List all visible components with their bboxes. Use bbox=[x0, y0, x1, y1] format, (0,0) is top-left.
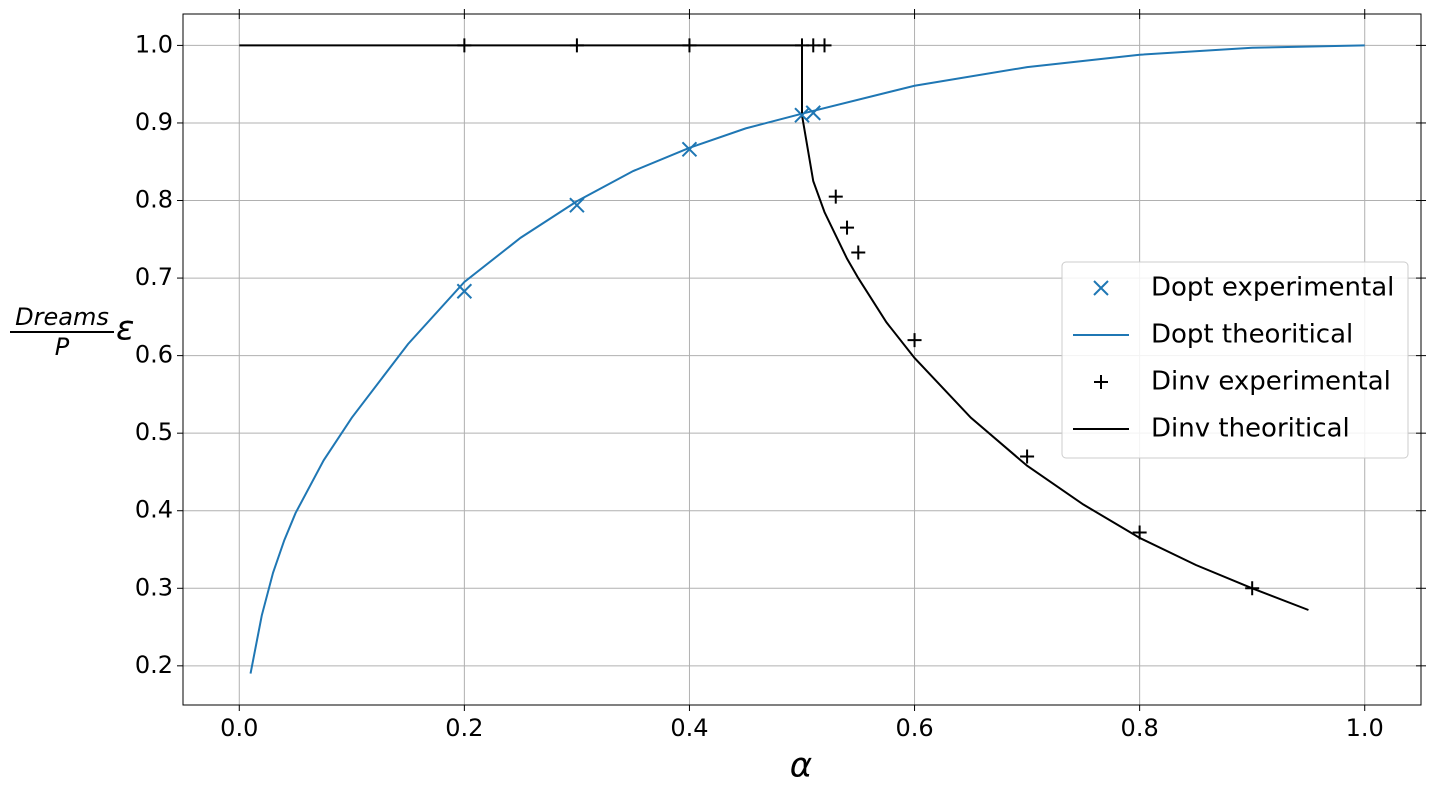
series-line bbox=[239, 44, 1309, 611]
y-tick-label: 0.2 bbox=[135, 651, 173, 679]
y-tick-label: 0.8 bbox=[135, 186, 173, 214]
x-tick-label: 0.6 bbox=[895, 714, 933, 742]
y-label-denominator: P bbox=[55, 333, 70, 361]
legend-label: Dopt experimental bbox=[1151, 273, 1394, 303]
legend-label: Dinv theoritical bbox=[1151, 414, 1350, 444]
x-tick-label: 0.4 bbox=[670, 714, 708, 742]
marker bbox=[682, 38, 697, 53]
marker bbox=[569, 197, 585, 213]
x-tick-label: 1.0 bbox=[1346, 714, 1384, 742]
marker bbox=[1245, 581, 1260, 596]
legend-marker bbox=[1094, 375, 1108, 389]
y-tick-label: 0.3 bbox=[135, 573, 173, 601]
marker bbox=[456, 283, 473, 299]
marker bbox=[805, 105, 821, 121]
plot-frame bbox=[182, 13, 1422, 706]
legend-marker bbox=[1093, 280, 1109, 296]
y-tick-label: 0.7 bbox=[135, 263, 173, 291]
marker bbox=[569, 38, 584, 53]
x-tick-label: 0.8 bbox=[1121, 714, 1159, 742]
series-line bbox=[249, 44, 1365, 674]
y-tick-label: 0.4 bbox=[135, 496, 173, 524]
marker bbox=[1132, 525, 1147, 540]
marker bbox=[851, 245, 866, 260]
legend-box bbox=[1061, 261, 1409, 459]
y-tick-label: 0.5 bbox=[135, 418, 173, 446]
y-label-numerator: Dreams bbox=[15, 303, 109, 331]
legend-label: Dinv experimental bbox=[1151, 367, 1391, 397]
marker bbox=[1020, 449, 1035, 464]
x-tick-label: 0.2 bbox=[445, 714, 483, 742]
y-tick-label: 1.0 bbox=[135, 30, 173, 58]
marker bbox=[907, 333, 922, 348]
y-tick-label: 0.9 bbox=[135, 108, 173, 136]
x-axis-label: α bbox=[790, 746, 812, 786]
marker bbox=[817, 38, 832, 53]
x-tick-label: 0.0 bbox=[220, 714, 258, 742]
marker bbox=[840, 220, 855, 235]
marker bbox=[828, 189, 843, 204]
y-tick-label: 0.6 bbox=[135, 341, 173, 369]
y-label-symbol: ε bbox=[116, 309, 134, 349]
legend-label: Dopt theoritical bbox=[1151, 320, 1353, 350]
marker bbox=[681, 141, 698, 158]
marker bbox=[457, 38, 472, 53]
